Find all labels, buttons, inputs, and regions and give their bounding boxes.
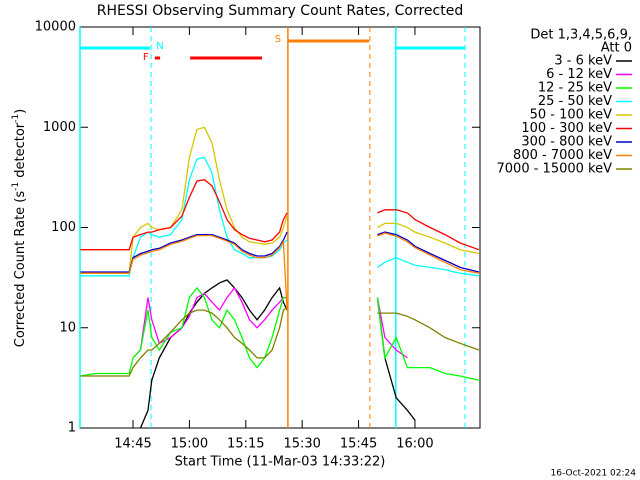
series-line bbox=[132, 286, 408, 359]
flag-label: S bbox=[275, 34, 281, 45]
x-tick-label: 15:00 bbox=[171, 437, 208, 452]
x-tick-label: 14:45 bbox=[114, 437, 151, 452]
series-line bbox=[80, 126, 480, 274]
y-axis-label-part: Corrected Count Rate (s bbox=[13, 191, 28, 348]
series-line bbox=[80, 306, 480, 377]
y-axis-label: Corrected Count Rate (s-1 detector-1) bbox=[11, 109, 28, 347]
x-tick-label: 15:15 bbox=[227, 437, 264, 452]
x-axis-label: Start Time (11-Mar-03 14:33:22) bbox=[175, 455, 386, 470]
x-tick-label: 16:00 bbox=[396, 437, 433, 452]
y-tick-label: 1 bbox=[68, 421, 76, 436]
x-tick-label: 15:30 bbox=[283, 437, 320, 452]
flag-label: F bbox=[143, 52, 149, 63]
series-line bbox=[80, 286, 480, 381]
legend-label: 25 - 50 keV bbox=[538, 94, 612, 109]
series-line bbox=[80, 231, 480, 273]
y-axis-label-part: ) bbox=[13, 109, 28, 114]
timestamp: 16-Oct-2021 02:24 bbox=[551, 469, 637, 479]
legend-label: 800 - 7000 keV bbox=[513, 148, 612, 163]
y-tick-label: 10 bbox=[59, 320, 76, 335]
chart-title: RHESSI Observing Summary Count Rates, Co… bbox=[97, 3, 463, 19]
legend-label: 12 - 25 keV bbox=[538, 81, 612, 96]
y-tick-label: 100 bbox=[51, 220, 76, 235]
legend-header: Det 1,3,4,5,6,9, bbox=[530, 28, 632, 43]
y-tick-label: 10000 bbox=[35, 20, 76, 35]
flag-label: N bbox=[156, 41, 163, 52]
legend-header: Att 0 bbox=[601, 41, 632, 56]
legend-label: 50 - 100 keV bbox=[530, 108, 613, 123]
series-line bbox=[80, 179, 480, 251]
legend-label: 6 - 12 keV bbox=[546, 67, 612, 82]
y-axis-label-part: detector bbox=[13, 122, 28, 182]
y-axis-label-part: -1 bbox=[11, 114, 21, 123]
y-axis-label-part: -1 bbox=[11, 182, 21, 191]
legend-label: 300 - 800 keV bbox=[521, 135, 612, 150]
series-line bbox=[80, 232, 480, 311]
series-line bbox=[80, 156, 479, 277]
legend-label: 7000 - 15000 keV bbox=[497, 162, 613, 177]
legend-label: 3 - 6 keV bbox=[554, 54, 612, 69]
y-tick-label: 1000 bbox=[43, 120, 76, 135]
legend-label: 100 - 300 keV bbox=[521, 121, 612, 136]
x-tick-label: 15:45 bbox=[340, 437, 377, 452]
series-line bbox=[139, 279, 416, 428]
